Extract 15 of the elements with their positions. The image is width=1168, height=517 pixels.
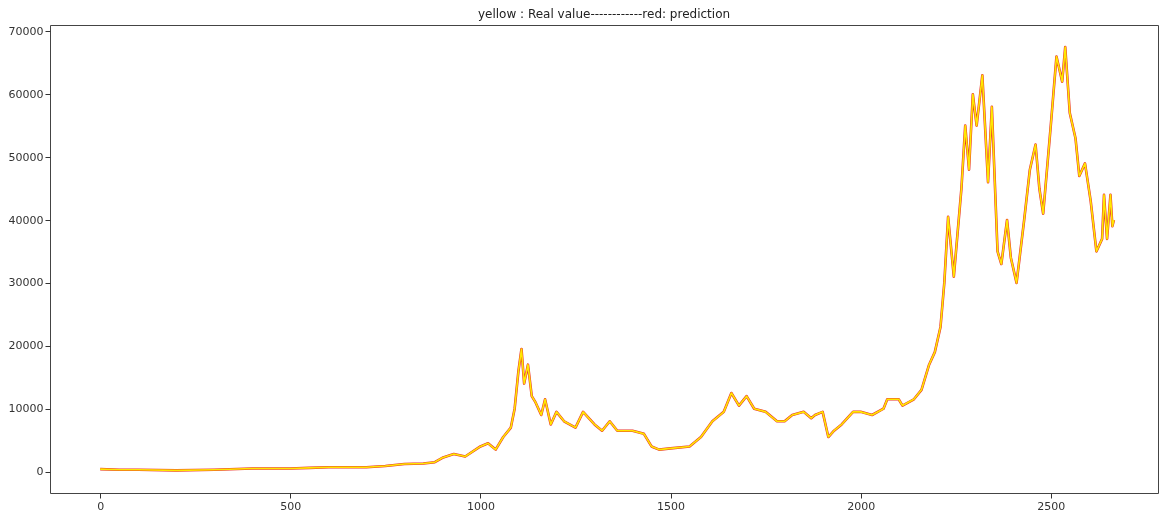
y-tick-label: 50000 [8, 150, 44, 164]
x-tick-label: 1500 [657, 499, 686, 513]
x-tick-label: 2000 [847, 499, 876, 513]
y-tick-label: 30000 [8, 276, 44, 290]
y-tick-label: 60000 [8, 87, 44, 101]
x-tick-label: 0 [97, 499, 105, 513]
x-tick-label: 1000 [466, 499, 495, 513]
y-tick-label: 10000 [8, 402, 44, 416]
y-tick-label: 40000 [8, 213, 44, 227]
chart-title: yellow : Real value------------red: prediction [477, 7, 731, 21]
y-tick-label: 20000 [8, 339, 44, 353]
x-tick-label: 500 [280, 499, 302, 513]
y-tick-label: 0 [36, 465, 44, 479]
x-tick-label: 2500 [1037, 499, 1066, 513]
y-tick-label: 70000 [8, 24, 44, 38]
